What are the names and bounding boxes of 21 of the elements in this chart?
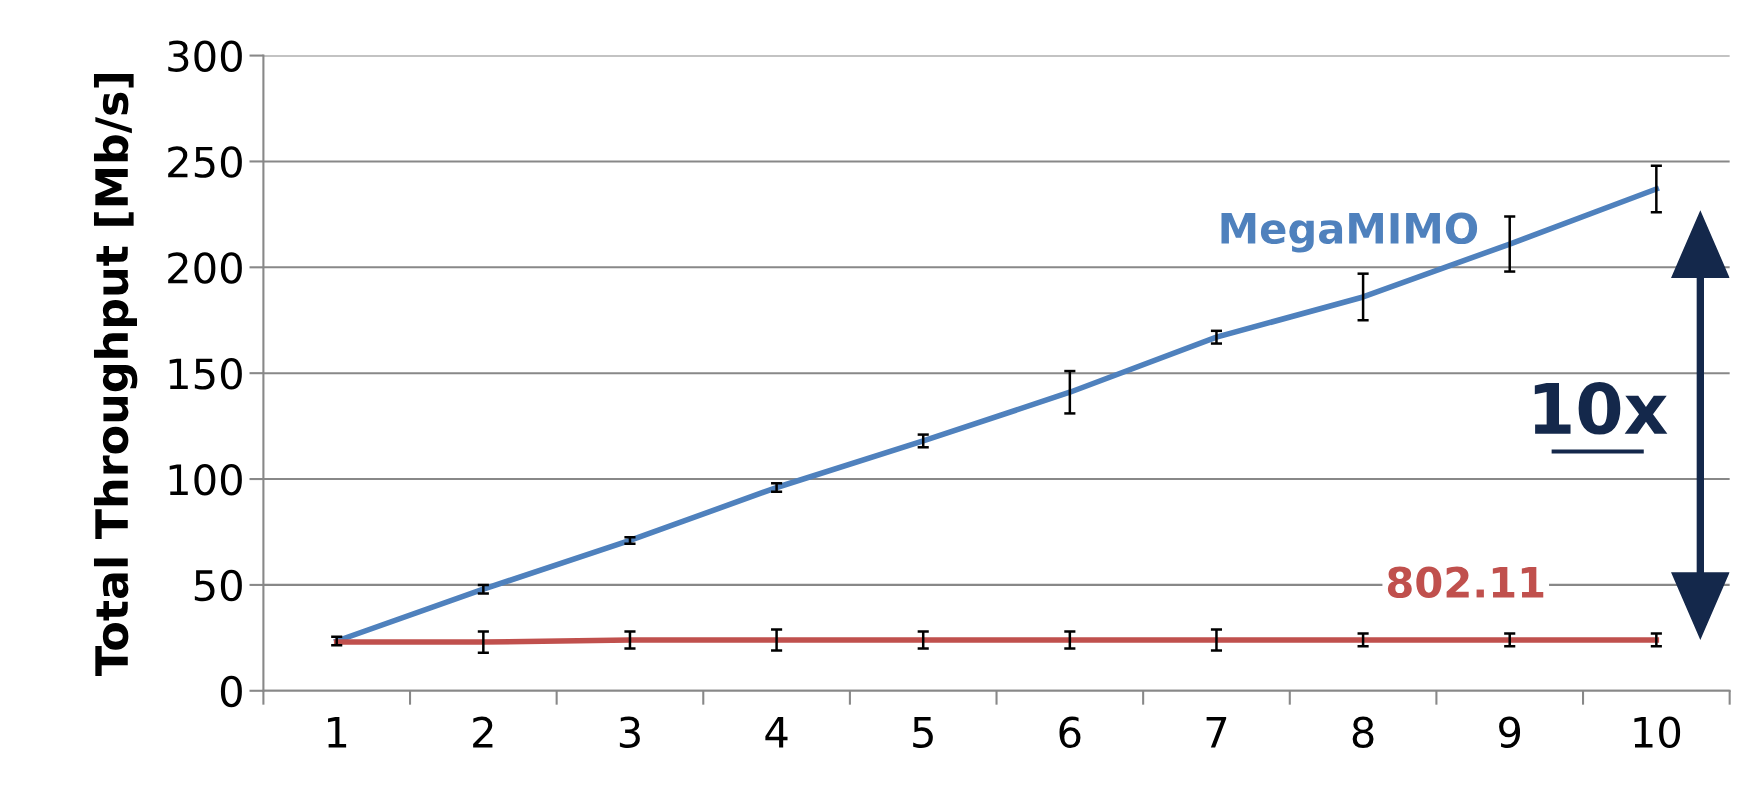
y-tick-label: 0 — [220, 675, 242, 708]
series-label: 802.11 — [1387, 566, 1544, 599]
x-tick-label: 8 — [1352, 716, 1374, 749]
x-tick-label: 3 — [619, 716, 640, 749]
x-tick-label: 1 — [328, 717, 347, 748]
y-tick-label: 250 — [168, 146, 242, 178]
x-tick-label: 6 — [1059, 716, 1081, 749]
x-tick-label: 7 — [1206, 717, 1227, 748]
x-tick-label: 4 — [765, 717, 788, 748]
series-label: MegaMIMO — [1221, 212, 1478, 253]
y-tick-label: 50 — [194, 569, 242, 602]
x-tick-label: 10 — [1634, 716, 1681, 749]
y-tick-label: 300 — [168, 40, 242, 72]
x-tick-label: 2 — [473, 716, 493, 748]
y-tick-label: 150 — [169, 358, 242, 390]
x-tick-label: 5 — [913, 717, 933, 749]
y-tick-label: 100 — [169, 463, 242, 496]
x-tick-label: 9 — [1499, 716, 1521, 749]
annotation: 10x — [1534, 382, 1668, 435]
y-tick-label: 200 — [168, 252, 242, 284]
y-axis-title: Total Throughput [Mb/s] — [93, 74, 138, 676]
